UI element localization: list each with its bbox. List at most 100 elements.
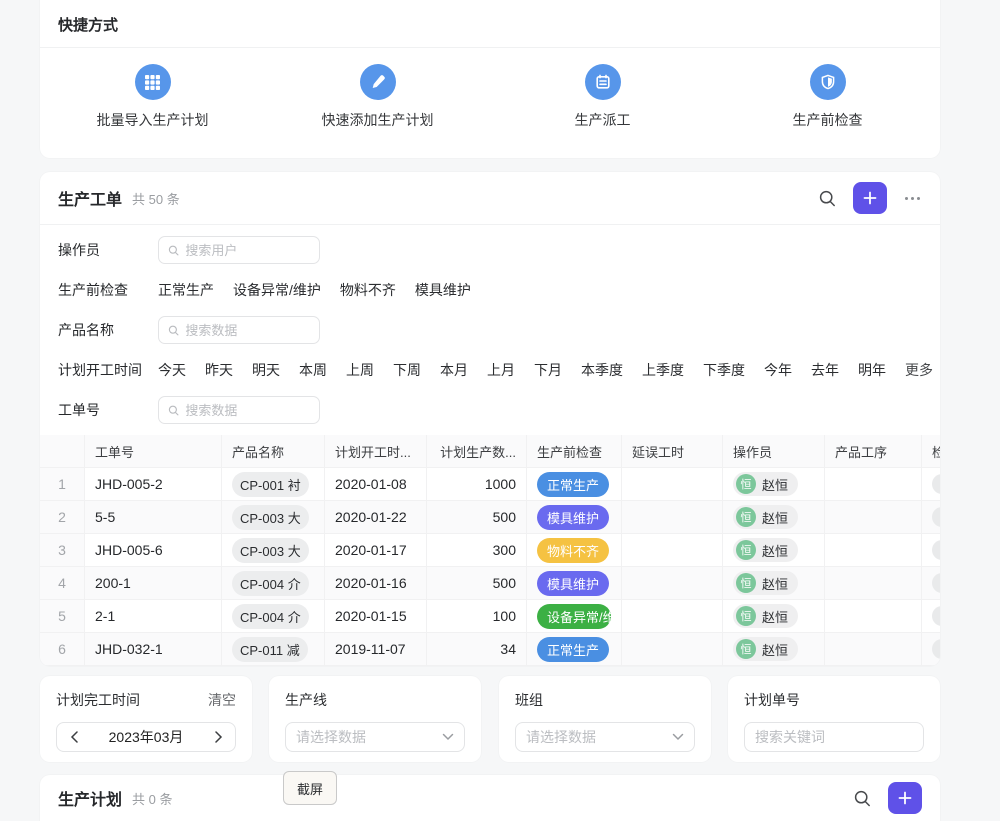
shortcut-dispatch[interactable]: 生产派工 xyxy=(490,64,715,130)
date-option[interactable]: 昨天 xyxy=(205,362,233,378)
cell-process xyxy=(825,468,922,500)
date-option[interactable]: 去年 xyxy=(811,362,839,378)
search-icon xyxy=(168,245,179,255)
pre-check-option[interactable]: 设备异常/维护 xyxy=(233,282,321,298)
date-option[interactable]: 本周 xyxy=(299,362,327,378)
pre-check-option[interactable]: 物料不齐 xyxy=(339,282,396,298)
cell-start: 2020-01-16 xyxy=(325,567,427,599)
status-badge: 正常生产 xyxy=(537,471,610,497)
date-option[interactable]: 明天 xyxy=(252,362,280,378)
filter-label: 工单号 xyxy=(58,402,100,418)
cell-qty: 300 xyxy=(427,534,527,566)
table-row[interactable]: 2 5-5 CP-003 大 2020-01-22 500 模具维护 恒赵恒 xyxy=(40,501,940,534)
plan-finish-title: 计划完工时间 xyxy=(56,692,140,708)
shortcuts-title: 快捷方式 xyxy=(40,0,940,48)
month-picker[interactable]: 2023年03月 xyxy=(56,722,236,752)
date-option[interactable]: 今天 xyxy=(158,362,186,378)
status-badge: 物料不齐 xyxy=(537,537,610,563)
cell-product: CP-004 介 xyxy=(222,600,325,632)
date-option[interactable]: 明年 xyxy=(858,362,886,378)
status-badge: 正常生产 xyxy=(537,636,610,662)
date-option[interactable]: 本季度 xyxy=(581,362,623,378)
order-no-search-field[interactable] xyxy=(185,402,310,418)
date-option[interactable]: 今年 xyxy=(764,362,792,378)
shortcut-label: 生产前检查 xyxy=(792,112,863,128)
pencil-icon xyxy=(359,64,396,100)
plan-no-title: 计划单号 xyxy=(744,692,800,708)
clear-link[interactable]: 清空 xyxy=(208,692,236,708)
cell-start: 2020-01-08 xyxy=(325,468,427,500)
table-header-row: 工单号 产品名称 计划开工时... 计划生产数... 生产前检查 延误工时 操作… xyxy=(40,435,940,468)
row-index: 3 xyxy=(40,534,85,566)
date-option[interactable]: 本月 xyxy=(440,362,468,378)
shortcut-batch-import[interactable]: 批量导入生产计划 xyxy=(40,64,265,130)
date-option[interactable]: 上周 xyxy=(346,362,374,378)
shortcut-pre-check[interactable]: 生产前检查 xyxy=(715,64,940,130)
product-tag: CP-004 介 xyxy=(232,570,309,596)
production-line-select[interactable]: 请选择数据 xyxy=(285,722,465,752)
screenshot-button[interactable]: 截屏 xyxy=(283,771,337,805)
cell-check: 物料不齐 xyxy=(527,534,622,566)
search-icon xyxy=(168,325,179,335)
select-placeholder: 请选择数据 xyxy=(296,729,366,745)
col-delay: 延误工时 xyxy=(622,435,723,467)
date-option[interactable]: 下月 xyxy=(534,362,562,378)
shortcut-quick-add[interactable]: 快速添加生产计划 xyxy=(265,64,490,130)
cell-product: CP-003 大 xyxy=(222,501,325,533)
operator-search-input[interactable] xyxy=(158,236,320,264)
work-orders-toolbar xyxy=(817,182,922,214)
avatar: 恒 xyxy=(736,474,756,494)
pre-check-option[interactable]: 正常生产 xyxy=(158,282,214,298)
row-index: 1 xyxy=(40,468,85,500)
chevron-right-icon[interactable] xyxy=(211,730,225,744)
cell-clipped xyxy=(922,633,940,665)
add-plan-button[interactable] xyxy=(888,782,922,814)
cell-delay xyxy=(622,600,723,632)
order-no-search-input[interactable] xyxy=(158,396,320,424)
product-name-search-input[interactable] xyxy=(158,316,320,344)
avatar xyxy=(932,573,940,593)
cell-check: 模具维护 xyxy=(527,567,622,599)
date-option[interactable]: 上季度 xyxy=(642,362,684,378)
more-menu-icon[interactable] xyxy=(903,193,922,204)
date-option[interactable]: 下周 xyxy=(393,362,421,378)
plan-no-field[interactable] xyxy=(755,729,913,745)
avatar xyxy=(932,639,940,659)
date-option[interactable]: 上月 xyxy=(487,362,515,378)
team-select[interactable]: 请选择数据 xyxy=(515,722,695,752)
table-row[interactable]: 1 JHD-005-2 CP-001 衬 2020-01-08 1000 正常生… xyxy=(40,468,940,501)
cell-order-no: JHD-032-1 xyxy=(85,633,222,665)
search-icon[interactable] xyxy=(817,188,837,208)
status-badge: 模具维护 xyxy=(537,570,610,596)
status-badge: 模具维护 xyxy=(537,504,610,530)
date-more-link[interactable]: 更多 xyxy=(905,362,933,378)
table-row[interactable]: 5 2-1 CP-004 介 2020-01-15 100 设备异常/维护 恒赵… xyxy=(40,600,940,633)
product-tag: CP-003 大 xyxy=(232,504,309,530)
product-name-search-field[interactable] xyxy=(185,322,310,338)
cell-operator: 恒赵恒 xyxy=(723,600,825,632)
table-row[interactable]: 3 JHD-005-6 CP-003 大 2020-01-17 300 物料不齐… xyxy=(40,534,940,567)
avatar xyxy=(932,474,940,494)
cell-start: 2019-11-07 xyxy=(325,633,427,665)
col-start: 计划开工时... xyxy=(325,435,427,467)
add-work-order-button[interactable] xyxy=(853,182,887,214)
operator-tag: 恒赵恒 xyxy=(733,571,799,595)
chevron-left-icon[interactable] xyxy=(67,730,81,744)
filter-order-no: 工单号 xyxy=(58,390,922,430)
operator-tag: 恒赵恒 xyxy=(733,604,799,628)
plan-no-input[interactable] xyxy=(744,722,924,752)
table-row[interactable]: 6 JHD-032-1 CP-011 减 2019-11-07 34 正常生产 … xyxy=(40,633,940,666)
search-icon[interactable] xyxy=(852,788,872,808)
filter-label: 计划开工时间 xyxy=(58,362,142,378)
pre-check-option[interactable]: 模具维护 xyxy=(414,282,471,298)
table-row[interactable]: 4 200-1 CP-004 介 2020-01-16 500 模具维护 恒赵恒 xyxy=(40,567,940,600)
filter-plan-start: 计划开工时间 今天 昨天 明天 本周 上周 下周 本月 上月 下月 本季度 上季… xyxy=(58,350,933,390)
operator-search-field[interactable] xyxy=(185,242,310,258)
cell-qty: 100 xyxy=(427,600,527,632)
filter-product-name: 产品名称 xyxy=(58,310,922,350)
cell-delay xyxy=(622,468,723,500)
date-option[interactable]: 下季度 xyxy=(703,362,745,378)
cell-operator: 恒赵恒 xyxy=(723,567,825,599)
col-order-no: 工单号 xyxy=(85,435,222,467)
cell-start: 2020-01-22 xyxy=(325,501,427,533)
